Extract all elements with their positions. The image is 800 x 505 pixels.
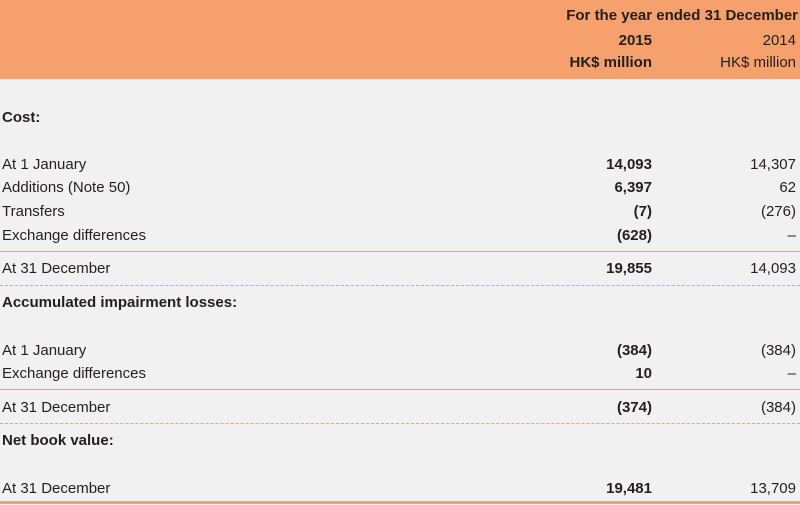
value-2014: 14,307 <box>750 156 796 173</box>
value-2014: 13,709 <box>750 480 796 497</box>
value-2015: 10 <box>635 365 652 382</box>
value-2015: (628) <box>616 227 652 244</box>
period-heading: For the year ended 31 December <box>566 7 798 24</box>
section-divider <box>0 423 800 424</box>
value-2014: (384) <box>760 399 796 416</box>
row-label: Exchange differences <box>2 365 146 382</box>
value-2015: 19,481 <box>606 480 652 497</box>
value-2014: (276) <box>760 203 796 220</box>
value-2015: 14,093 <box>606 156 652 173</box>
value-2015: (374) <box>616 399 652 416</box>
row-label: Exchange differences <box>2 227 146 244</box>
table-header: For the year ended 31 December 2015 2014… <box>0 0 800 79</box>
subtotal-rule <box>0 251 800 252</box>
subtotal-rule <box>0 389 800 390</box>
value-2015: (7) <box>633 203 652 220</box>
value-2015: 19,855 <box>606 260 652 277</box>
row-label: At 31 December <box>2 260 111 277</box>
value-2014: – <box>787 365 796 382</box>
row-label: Additions (Note 50) <box>2 179 131 196</box>
value-2015: (384) <box>616 342 652 359</box>
unit-current: HK$ million <box>569 54 652 71</box>
row-label: At 31 December <box>2 399 111 416</box>
row-label: At 1 January <box>2 342 87 359</box>
section-title-nbv: Net book value: <box>2 432 114 449</box>
value-2014: 62 <box>779 179 796 196</box>
table-bottom-rule <box>0 501 800 504</box>
value-2014: (384) <box>760 342 796 359</box>
row-label: At 1 January <box>2 156 87 173</box>
section-title-impairment: Accumulated impairment losses: <box>2 294 238 311</box>
section-divider <box>0 285 800 286</box>
value-2015: 6,397 <box>614 179 652 196</box>
year-current: 2015 <box>618 32 652 49</box>
unit-prior: HK$ million <box>720 54 796 71</box>
value-2014: – <box>787 227 796 244</box>
row-label: At 31 December <box>2 480 111 497</box>
section-title-cost: Cost: <box>2 109 41 126</box>
value-2014: 14,093 <box>750 260 796 277</box>
year-prior: 2014 <box>762 32 796 49</box>
row-label: Transfers <box>2 203 65 220</box>
